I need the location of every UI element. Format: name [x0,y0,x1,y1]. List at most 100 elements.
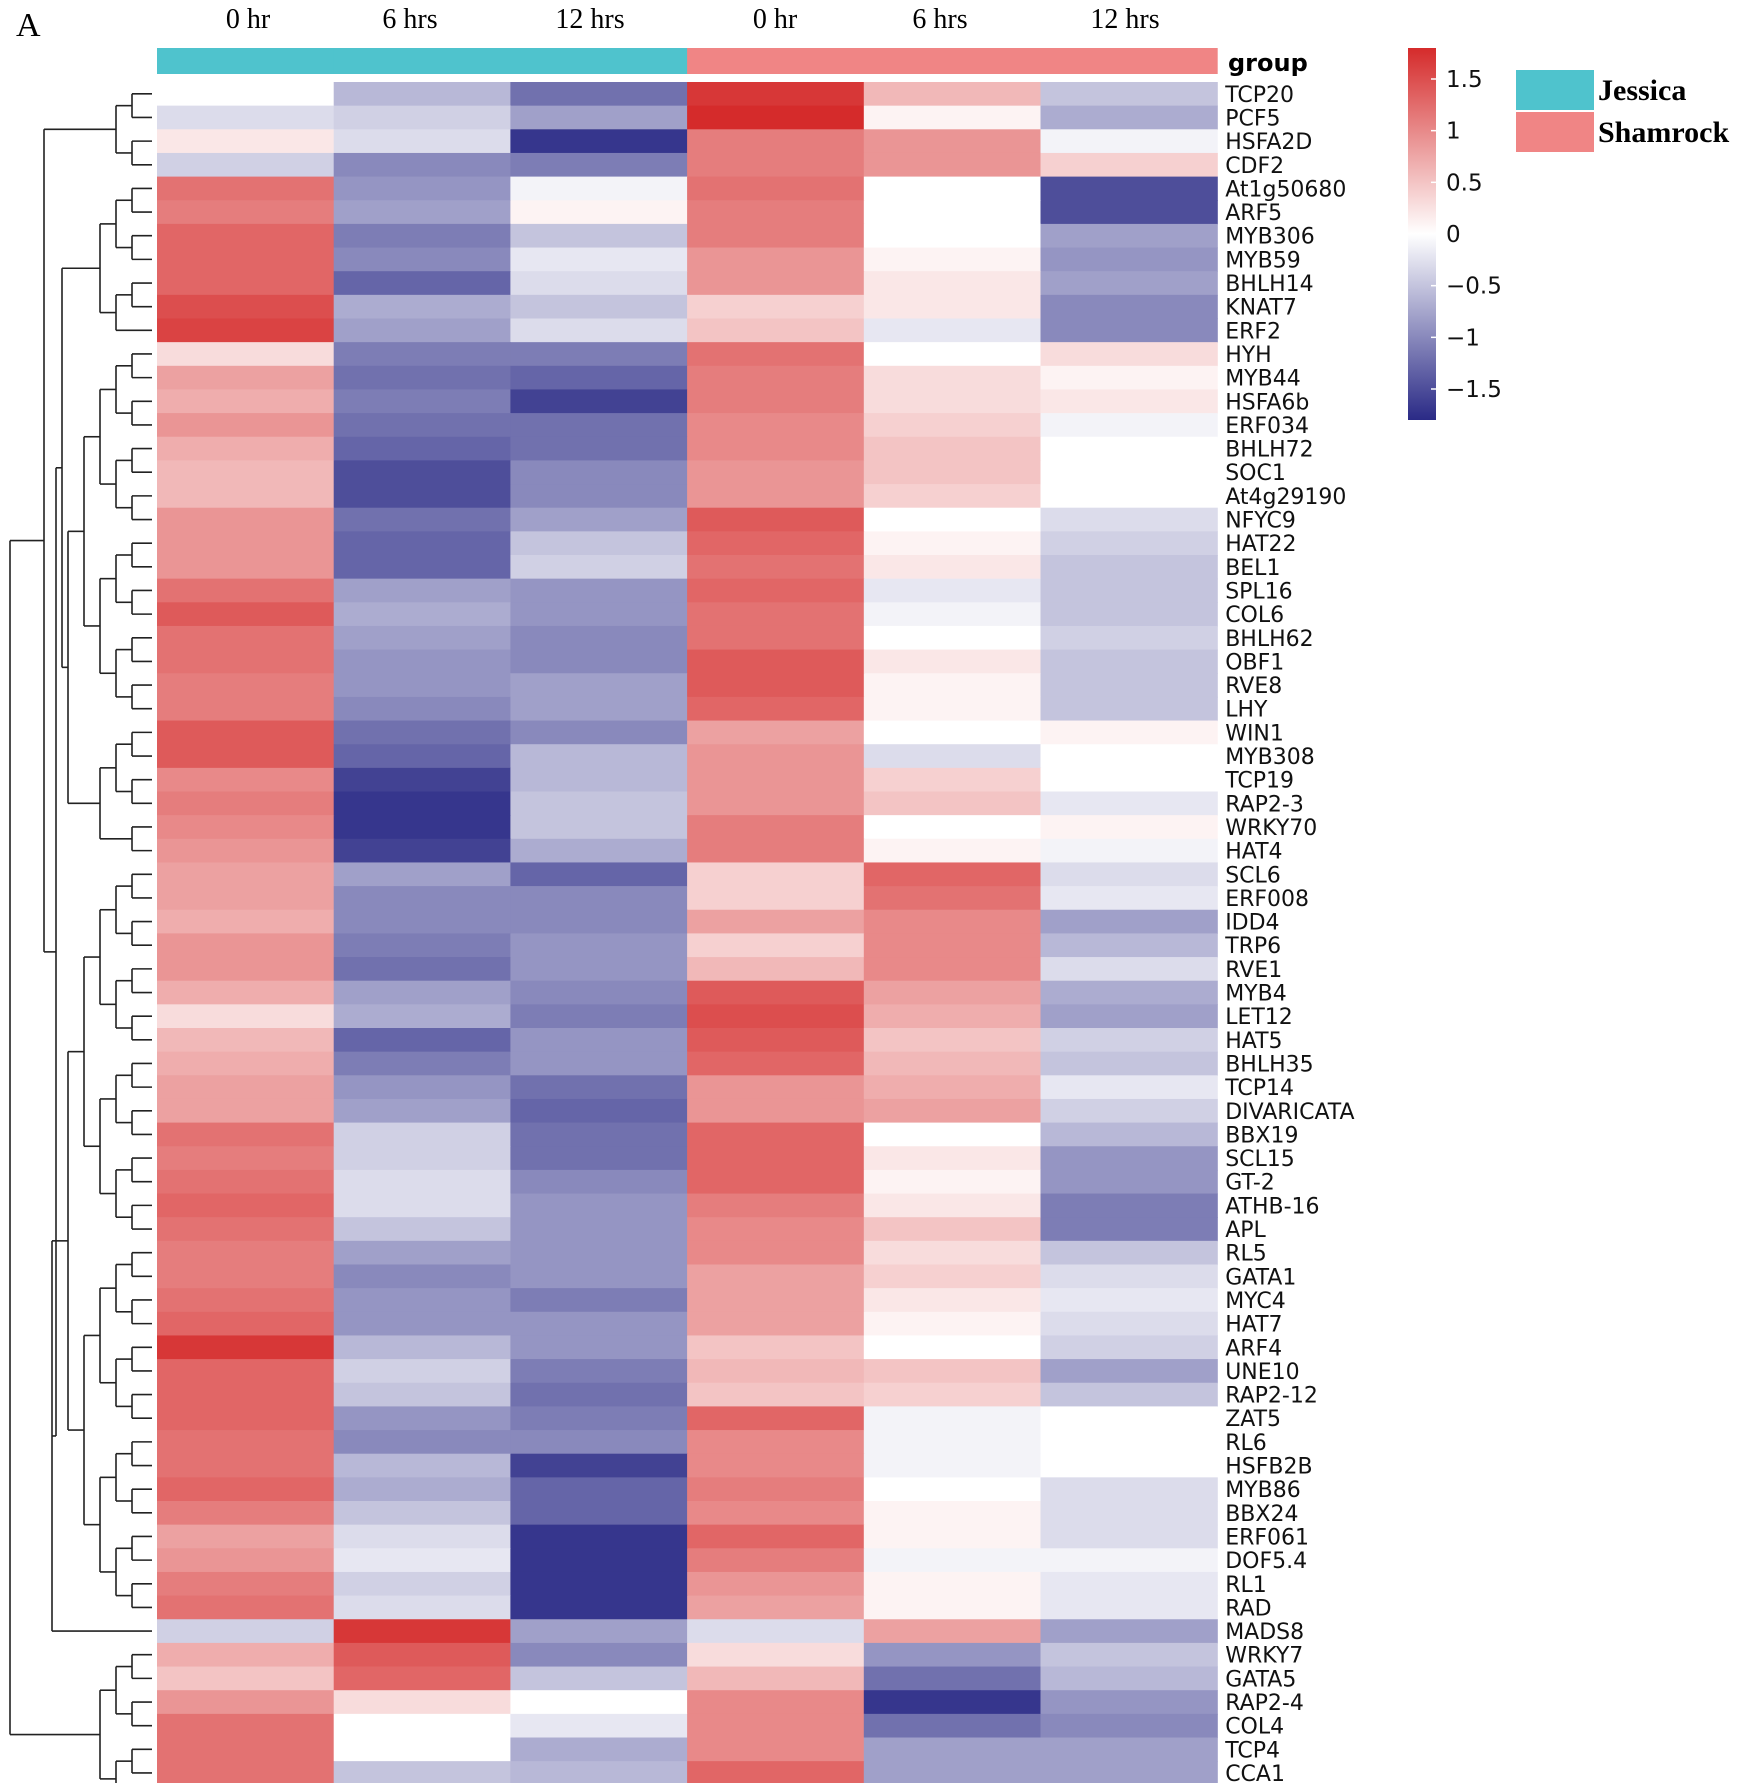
heatmap-cell [687,862,865,887]
heatmap-cell [333,531,511,556]
heatmap-cell [510,1335,688,1360]
row-label: SPL16 [1225,579,1292,604]
heatmap-cell [333,82,511,107]
row-label: MYC4 [1225,1289,1286,1314]
heatmap-cell [863,1737,1042,1762]
heatmap-cell [1040,342,1218,367]
heatmap-cell [687,365,865,391]
heatmap-cell [687,838,865,864]
heatmap-cell [157,460,335,485]
heatmap-cells [157,82,1218,1783]
heatmap-cell [1040,909,1218,934]
row-label: TCP14 [1224,1076,1294,1101]
heatmap-cell [510,1737,688,1762]
heatmap-cell [687,1501,865,1526]
heatmap-cell [157,673,335,698]
heatmap-cell [510,625,688,651]
heatmap-cell [333,176,511,201]
heatmap-cell [333,318,511,343]
row-label: HSFA6b [1225,390,1309,415]
heatmap-cell [1040,152,1218,178]
heatmap-cell [863,484,1042,509]
heatmap-cell [510,1264,688,1289]
heatmap-cell [863,838,1042,864]
heatmap-cell [333,555,511,580]
heatmap-cell [157,1193,335,1218]
heatmap-cell [157,1098,335,1124]
heatmap-cell [863,460,1042,485]
heatmap-cell [157,625,335,651]
heatmap-cell [510,1595,688,1620]
group-legend-label: Shamrock [1598,116,1729,149]
heatmap-cell [687,1051,865,1076]
heatmap-cell [157,1430,335,1455]
row-label: RL6 [1225,1431,1267,1456]
row-label: BHLH72 [1225,438,1313,463]
heatmap-cell [510,602,688,627]
heatmap-cell [687,815,865,840]
heatmap-cell [333,602,511,627]
row-label: RAD [1225,1596,1271,1621]
heatmap-cell [157,1335,335,1360]
heatmap-cell [157,1690,335,1715]
heatmap-cell [157,1264,335,1289]
heatmap-cell [333,649,511,674]
heatmap-cell [333,460,511,485]
heatmap-cell [510,413,688,438]
heatmap-cell [157,247,335,272]
heatmap-cell [863,1217,1042,1242]
heatmap-cell [1040,791,1218,816]
heatmap-cell [333,1571,511,1597]
heatmap-cell [687,294,865,320]
row-label: ZAT5 [1225,1407,1281,1432]
heatmap-cell [333,294,511,320]
heatmap-cell [333,791,511,816]
heatmap-cell [863,1524,1042,1549]
heatmap-cell [863,507,1042,532]
row-label: TCP20 [1224,83,1294,108]
row-label: HAT4 [1225,840,1282,865]
heatmap-cell [687,271,865,296]
heatmap-cell [333,767,511,793]
row-label: RAP2-3 [1225,792,1304,817]
heatmap-cell [510,1548,688,1573]
heatmap-cell [157,1075,335,1100]
heatmap-cell [687,1335,865,1360]
heatmap-cell [863,318,1042,343]
heatmap-cell [1040,1264,1218,1289]
heatmap-cell [510,318,688,343]
heatmap-cell [687,1075,865,1100]
heatmap-cell [687,484,865,509]
row-label: HSFB2B [1225,1455,1312,1480]
heatmap-cell [863,1264,1042,1289]
heatmap-cell [510,1004,688,1029]
heatmap-cell [687,1642,865,1668]
heatmap-cell [863,1501,1042,1526]
heatmap-cell [510,1217,688,1242]
heatmap-cell [1040,555,1218,580]
heatmap-cell [863,1335,1042,1360]
heatmap-cell [687,1288,865,1313]
heatmap-cell [687,129,865,154]
heatmap-cell [157,1028,335,1053]
heatmap-cell [157,1146,335,1171]
heatmap-cell [157,744,335,769]
heatmap-cell [157,980,335,1005]
row-label: LHY [1225,698,1268,723]
heatmap-cell [333,1193,511,1218]
heatmap-cell [863,129,1042,154]
column-label: 0 hr [226,4,271,35]
heatmap-cell [510,1028,688,1053]
row-label: MYB306 [1225,225,1315,250]
heatmap-cell [333,1051,511,1076]
heatmap-cell [863,1288,1042,1313]
heatmap-cell [863,649,1042,674]
heatmap-cell [687,1571,865,1597]
heatmap-cell [687,555,865,580]
heatmap-cell [1040,1406,1218,1431]
heatmap-cell [157,909,335,934]
heatmap-cell [1040,507,1218,532]
heatmap-cell [1040,1335,1218,1360]
group-annotation-cell [1040,48,1218,74]
